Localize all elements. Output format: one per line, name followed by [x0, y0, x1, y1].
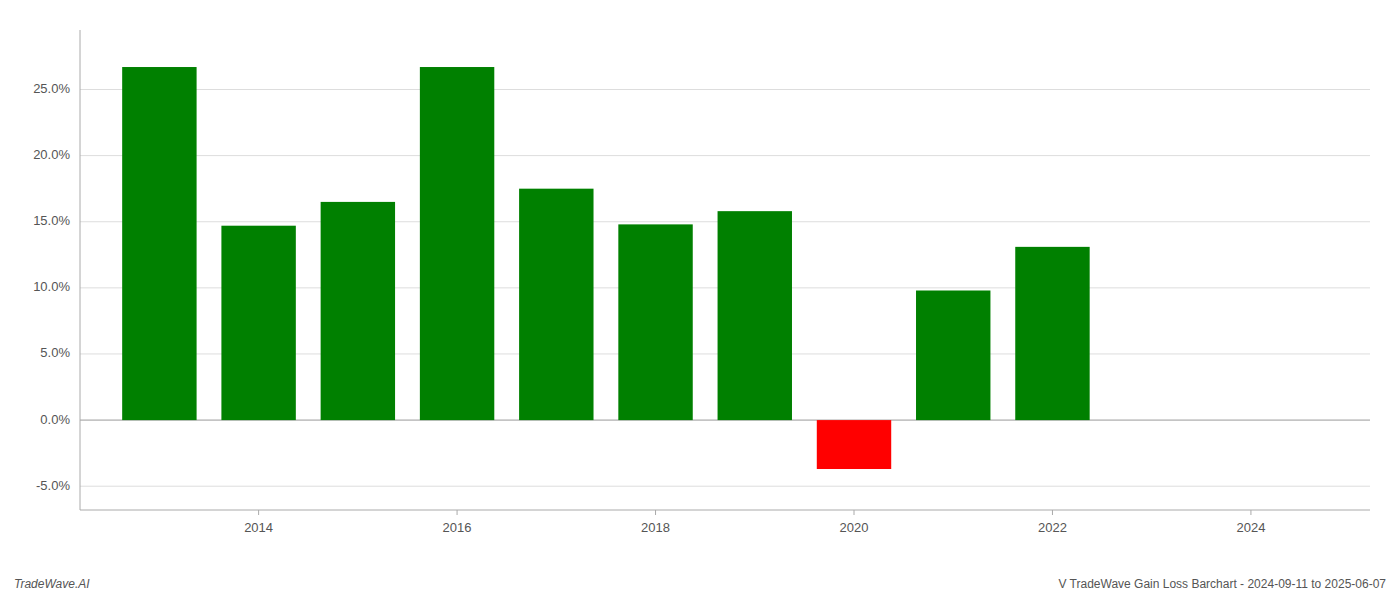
grid — [80, 90, 1370, 487]
bar — [916, 290, 990, 420]
x-tick-label: 2024 — [1236, 520, 1265, 535]
footer-left: TradeWave.AI — [14, 577, 90, 591]
bar — [519, 189, 593, 420]
bar — [618, 224, 692, 420]
x-tick-label: 2014 — [244, 520, 273, 535]
bar — [321, 202, 395, 420]
x-axis-line — [80, 510, 1370, 511]
bars — [122, 67, 1090, 469]
bar — [122, 67, 196, 420]
x-tick — [1052, 510, 1053, 515]
footer-right: V TradeWave Gain Loss Barchart - 2024-09… — [1058, 577, 1386, 591]
grid-line — [80, 155, 1370, 156]
y-tick-label: -5.0% — [36, 478, 70, 493]
x-tick — [457, 510, 458, 515]
y-tick-label: 10.0% — [33, 279, 70, 294]
x-tick — [854, 510, 855, 515]
chart-container: -5.0% 0.0% 5.0% 10.0% 15.0% 20.0% 25.0% 2014 201… — [0, 0, 1400, 600]
x-tick-label: 2022 — [1038, 520, 1067, 535]
x-tick — [1250, 510, 1251, 515]
bar — [420, 67, 494, 420]
x-tick — [258, 510, 259, 515]
chart: -5.0% 0.0% 5.0% 10.0% 15.0% 20.0% 25.0% 2014 201… — [0, 0, 1400, 600]
bar — [1015, 247, 1089, 420]
bar — [817, 420, 891, 469]
x-tick-label: 2018 — [641, 520, 670, 535]
bar — [718, 211, 792, 420]
grid-line — [80, 486, 1370, 487]
y-tick-label: 25.0% — [33, 81, 70, 96]
x-tick — [655, 510, 656, 515]
y-tick-label: 0.0% — [40, 412, 70, 427]
y-tick-label: 5.0% — [40, 345, 70, 360]
bar — [221, 226, 295, 420]
y-tick-label: 15.0% — [33, 213, 70, 228]
y-tick-label: 20.0% — [33, 147, 70, 162]
x-tick-label: 2020 — [840, 520, 869, 535]
y-axis-line — [80, 30, 81, 510]
grid-line — [80, 89, 1370, 90]
x-tick-label: 2016 — [443, 520, 472, 535]
